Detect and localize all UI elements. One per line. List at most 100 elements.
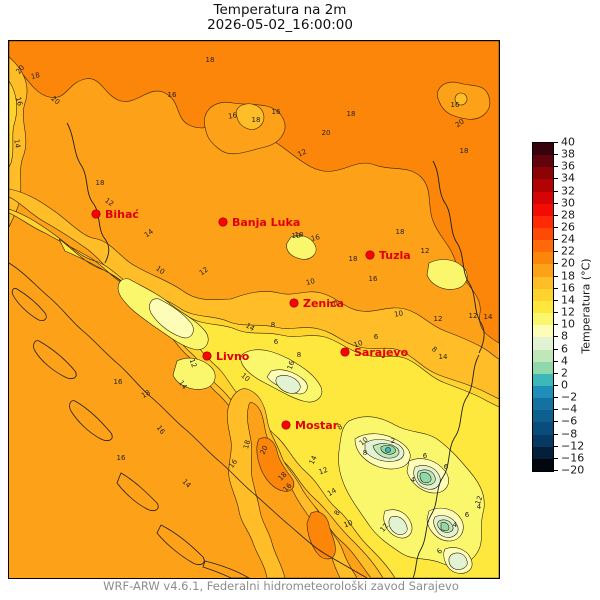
city-label: Zenica — [303, 297, 344, 310]
contour-label: 10 — [343, 519, 354, 530]
colorbar-tick-label: 12 — [561, 305, 575, 319]
colorbar-tick — [554, 324, 558, 326]
colorbar-segment — [533, 325, 553, 338]
contour-valley-hot1 — [256, 437, 295, 492]
city-marker-group: Sarajevo — [340, 346, 409, 359]
contour-label: 20 — [15, 64, 27, 76]
colorbar-ticks: 40 38 36 34 32 30 28 26 24 22 20 18 16 14 12 10 8 6 4 2 0 −2−… — [554, 136, 600, 477]
contour-label: 16 — [168, 91, 177, 99]
contour-label: 18 — [349, 255, 358, 263]
contour-label: 10 — [154, 265, 166, 277]
colorbar-segment — [533, 276, 553, 290]
contour-label: 16 — [272, 108, 281, 116]
contour-label: 10 — [305, 277, 316, 287]
island-5 — [156, 524, 205, 565]
colorbar-tick — [554, 190, 558, 192]
contour-label: 6 — [465, 511, 470, 519]
city-label: Tuzla — [379, 249, 411, 262]
colorbar-tick-label: 26 — [561, 220, 575, 234]
contour-mint-se3 — [440, 522, 450, 532]
city-dot — [365, 250, 375, 260]
colorbar-segment — [533, 167, 553, 180]
colorbar-segment — [533, 179, 553, 193]
colorbar-segment — [533, 264, 553, 278]
contour-label: 16 — [228, 111, 239, 121]
contour-mint-se2 — [419, 472, 432, 484]
contour-label: 16 — [117, 454, 126, 462]
contour-label: 14 — [484, 313, 493, 321]
contour-label: 16 — [310, 233, 321, 243]
island-1 — [11, 288, 47, 321]
island-2 — [33, 340, 77, 379]
colorbar-tick-label: −6 — [561, 414, 578, 428]
contour-label: 10 — [353, 339, 364, 350]
contour-label: 18 — [252, 116, 261, 124]
contour-label: 18 — [30, 71, 41, 81]
colorbar-tick — [554, 142, 558, 143]
contour-label: 2 — [391, 437, 395, 445]
city-marker-group: Tuzla — [365, 249, 411, 262]
colorbar-tick-label: −12 — [561, 439, 585, 453]
colorbar-segment — [533, 191, 553, 205]
contour-label: 18 — [295, 231, 304, 239]
colorbar-tick-label: 30 — [561, 196, 575, 210]
city-marker-group: Livno — [202, 350, 250, 363]
contour-label: 12 — [474, 495, 485, 506]
colorbar-tick — [554, 421, 558, 423]
city-label: Sarajevo — [354, 346, 409, 359]
colorbar-tick-label: −2 — [561, 390, 578, 404]
colorbar-segment — [533, 385, 553, 399]
coastline — [9, 262, 368, 578]
contour-strip-west-edge-core — [9, 80, 18, 168]
contour-label: 18 — [96, 179, 105, 187]
contour-label: 8 — [430, 345, 439, 354]
colorbar-tick — [554, 154, 558, 156]
contour-label: 14 — [143, 227, 155, 239]
colorbar-segment — [533, 143, 553, 156]
city-dot — [340, 347, 350, 357]
colorbar-segment — [533, 349, 553, 363]
contour-label: 20 — [322, 129, 331, 137]
colorbar-tick — [554, 227, 558, 229]
contour-label: 8 — [297, 351, 301, 359]
city-dot — [289, 298, 299, 308]
contour-label: 6 — [274, 338, 279, 346]
contour-spot-northeast — [454, 92, 468, 106]
colorbar-tick — [554, 166, 558, 168]
colorbar-tick-label: 28 — [561, 208, 575, 222]
colorbar-segment — [533, 337, 553, 350]
contour-label: 10 — [328, 299, 339, 309]
contour-label: 6 — [444, 463, 449, 471]
contour-label: 4 — [477, 503, 482, 511]
colorbar-tick-label: 16 — [561, 281, 575, 295]
colorbar-axis-label: Temperatura (°C) — [579, 258, 593, 354]
colorbar-tick — [554, 287, 558, 289]
colorbar-segment — [533, 361, 553, 375]
city-marker-group: Zenica — [289, 297, 344, 310]
colorbar-tick-label: 36 — [561, 159, 575, 173]
colorbar-tick — [554, 275, 558, 277]
colorbar-tick-label: 6 — [561, 342, 568, 356]
colorbar-segment — [533, 203, 553, 217]
colorbar-segment — [533, 422, 553, 436]
colorbar-tick-label: −16 — [561, 451, 585, 465]
contour-valley-hot2 — [306, 511, 336, 560]
border-east-drina — [432, 160, 485, 354]
colorbar-tick — [554, 239, 558, 241]
contour-label: 16 — [451, 101, 460, 109]
city-dot — [281, 420, 291, 430]
colorbar-tick-label: 4 — [561, 354, 568, 368]
contour-label: 8 — [271, 321, 275, 329]
colorbar-tick-label: 38 — [561, 147, 575, 161]
city-marker-layer: Bihać Banja Luka Tuzla Zenica Sarajevo Livno M… — [91, 208, 411, 432]
contour-label: 6 — [423, 452, 428, 460]
contour-green-se5 — [448, 552, 468, 570]
map-plot-area: 20 18 16 14 20 18 16 18 16 18 16 20 18 20 18 16 14 12 12 10… — [8, 40, 500, 579]
colorbar-tick — [554, 397, 558, 399]
city-dot — [218, 217, 228, 227]
contour-label: 14 — [308, 454, 319, 466]
colorbar-tick — [554, 433, 558, 435]
colorbar-tick — [554, 372, 558, 374]
